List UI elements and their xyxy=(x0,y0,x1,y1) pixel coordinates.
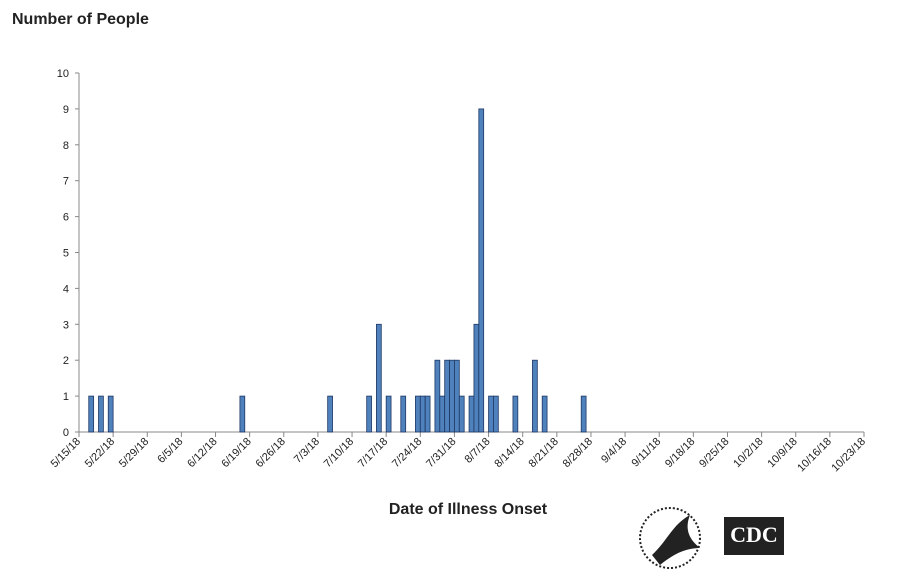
x-tick-label: 7/17/18 xyxy=(356,436,390,470)
x-tick-label: 7/31/18 xyxy=(424,436,458,470)
x-tick-label: 5/29/18 xyxy=(117,436,151,470)
x-tick-label: 8/14/18 xyxy=(492,436,526,470)
y-tick-label: 3 xyxy=(63,319,69,331)
y-tick-label: 9 xyxy=(63,104,69,116)
x-tick-label: 10/16/18 xyxy=(795,436,834,475)
bar xyxy=(239,395,246,433)
x-tick-label: 9/11/18 xyxy=(629,436,663,470)
bar xyxy=(493,395,499,433)
y-tick-label: 0 xyxy=(63,427,69,439)
bar xyxy=(532,359,538,433)
bar xyxy=(468,395,475,433)
x-tick-label: 5/22/18 xyxy=(83,436,117,470)
y-tick-label: 1 xyxy=(63,391,69,403)
bar xyxy=(449,359,455,433)
x-axis-label: Date of Illness Onset xyxy=(389,501,548,518)
cdc-logo: CDC xyxy=(724,517,784,555)
bar xyxy=(473,323,480,433)
x-tick-label: 10/23/18 xyxy=(829,436,868,475)
bar xyxy=(400,395,407,433)
y-tick-label: 7 xyxy=(63,176,69,188)
bar xyxy=(415,395,421,433)
x-tick-label: 6/12/18 xyxy=(185,436,219,470)
x-tick-label: 9/18/18 xyxy=(663,436,697,470)
bar xyxy=(458,395,465,433)
bar xyxy=(512,395,519,433)
bar xyxy=(488,395,494,433)
bar xyxy=(444,359,450,433)
x-tick-label: 7/3/18 xyxy=(292,436,322,466)
x-tick-label: 9/4/18 xyxy=(599,436,629,466)
x-tick-label: 6/26/18 xyxy=(253,436,287,470)
y-tick-label: 4 xyxy=(63,283,69,295)
x-tick-label: 8/7/18 xyxy=(463,436,493,466)
cdc-logo-text: CDC xyxy=(730,522,778,547)
x-tick-label: 6/19/18 xyxy=(219,436,253,470)
bar xyxy=(107,395,114,433)
hhs-logo xyxy=(639,507,701,569)
x-tick-label: 8/21/18 xyxy=(527,436,561,470)
x-tick-label: 7/24/18 xyxy=(390,436,424,470)
bar xyxy=(327,395,333,433)
y-tick-label: 6 xyxy=(63,212,69,224)
bar xyxy=(439,395,446,433)
bar xyxy=(98,395,104,433)
y-tick-label: 8 xyxy=(63,140,69,152)
bar xyxy=(454,359,460,433)
bar xyxy=(419,395,426,433)
x-tick-label: 10/9/18 xyxy=(765,436,799,470)
y-tick-label: 10 xyxy=(57,68,69,80)
bar xyxy=(424,395,431,433)
bar xyxy=(385,395,392,433)
chart-title: Number of People xyxy=(12,11,149,28)
x-tick-label: 9/25/18 xyxy=(697,436,731,470)
x-tick-label: 6/5/18 xyxy=(155,436,185,466)
x-tick-label: 10/2/18 xyxy=(731,436,765,470)
y-tick-label: 2 xyxy=(63,355,69,367)
bar xyxy=(580,395,587,433)
bar xyxy=(366,395,372,433)
bar xyxy=(376,323,382,433)
bar xyxy=(88,395,95,433)
bar xyxy=(478,108,485,433)
bar xyxy=(434,359,441,433)
x-tick-label: 8/28/18 xyxy=(561,436,595,470)
bar xyxy=(541,395,548,433)
x-tick-label: 5/15/18 xyxy=(49,436,83,470)
x-tick-label: 7/10/18 xyxy=(322,436,356,470)
y-tick-label: 5 xyxy=(63,248,69,260)
